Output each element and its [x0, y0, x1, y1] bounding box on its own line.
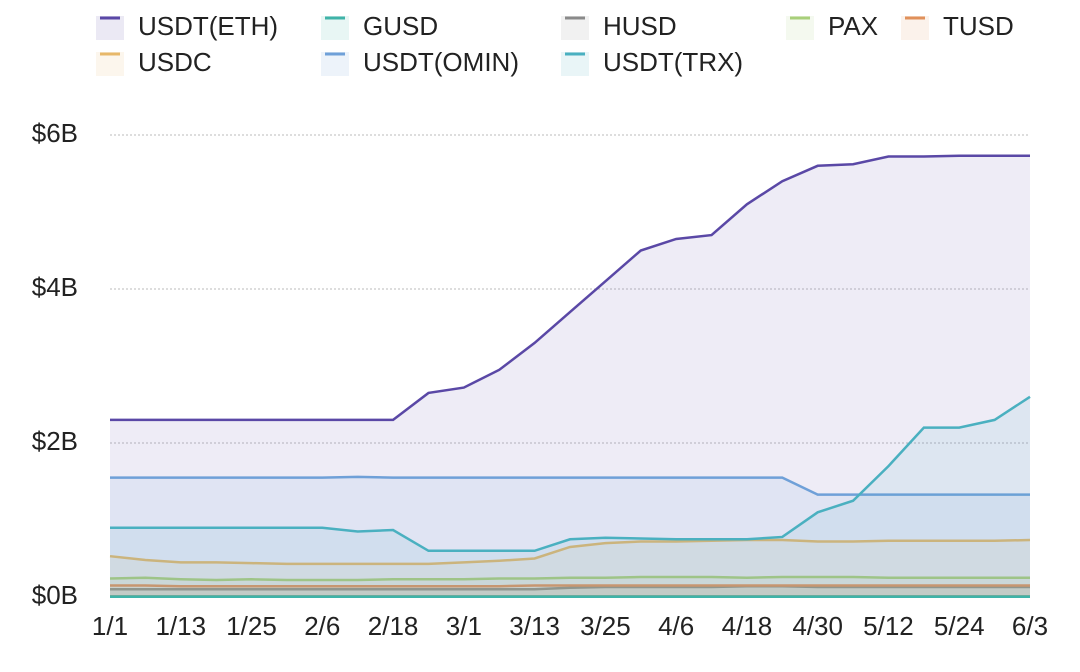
series-line	[110, 154, 1030, 422]
x-tick-label: 3/13	[509, 611, 560, 641]
legend-swatch	[561, 16, 589, 40]
x-tick-label: 5/12	[863, 611, 914, 641]
y-tick-label: $6B	[32, 118, 78, 148]
legend-label: HUSD	[603, 11, 677, 41]
y-tick-label: $4B	[32, 272, 78, 302]
area	[110, 476, 1030, 597]
area	[110, 396, 1030, 597]
legend-label: USDT(OMIN)	[363, 47, 519, 77]
legend-swatch	[786, 16, 814, 40]
legend-label: USDC	[138, 47, 212, 77]
legend-swatch	[96, 16, 124, 40]
y-tick-label: $2B	[32, 426, 78, 456]
x-tick-label: 2/18	[368, 611, 419, 641]
x-tick-label: 3/1	[446, 611, 482, 641]
area	[110, 586, 1030, 597]
x-tick-label: 3/25	[580, 611, 631, 641]
legend-label: USDT(TRX)	[603, 47, 743, 77]
x-tick-label: 4/18	[722, 611, 773, 641]
legend-label: USDT(ETH)	[138, 11, 278, 41]
x-tick-label: 5/24	[934, 611, 985, 641]
series-line	[109, 538, 1031, 566]
x-tick-label: 6/3	[1012, 611, 1048, 641]
area	[110, 585, 1030, 597]
series-line	[110, 584, 1030, 591]
x-tick-label: 1/25	[226, 611, 277, 641]
legend-swatch	[561, 52, 589, 76]
x-tick-label: 1/1	[92, 611, 128, 641]
legend-swatch	[321, 16, 349, 40]
x-tick-label: 2/6	[304, 611, 340, 641]
area	[110, 576, 1030, 597]
x-tick-label: 1/13	[155, 611, 206, 641]
legend-label: TUSD	[943, 11, 1014, 41]
legend-swatch	[96, 52, 124, 76]
area	[110, 540, 1030, 597]
legend-label: PAX	[828, 11, 878, 41]
x-tick-label: 4/30	[792, 611, 843, 641]
x-tick-label: 4/6	[658, 611, 694, 641]
legend-swatch	[901, 16, 929, 40]
series-line	[109, 575, 1030, 582]
legend-label: GUSD	[363, 11, 438, 41]
legend-swatch	[321, 52, 349, 76]
series-line	[110, 395, 1031, 553]
series-line	[110, 584, 1030, 588]
series-line	[110, 475, 1030, 496]
y-tick-label: $0B	[32, 580, 78, 610]
